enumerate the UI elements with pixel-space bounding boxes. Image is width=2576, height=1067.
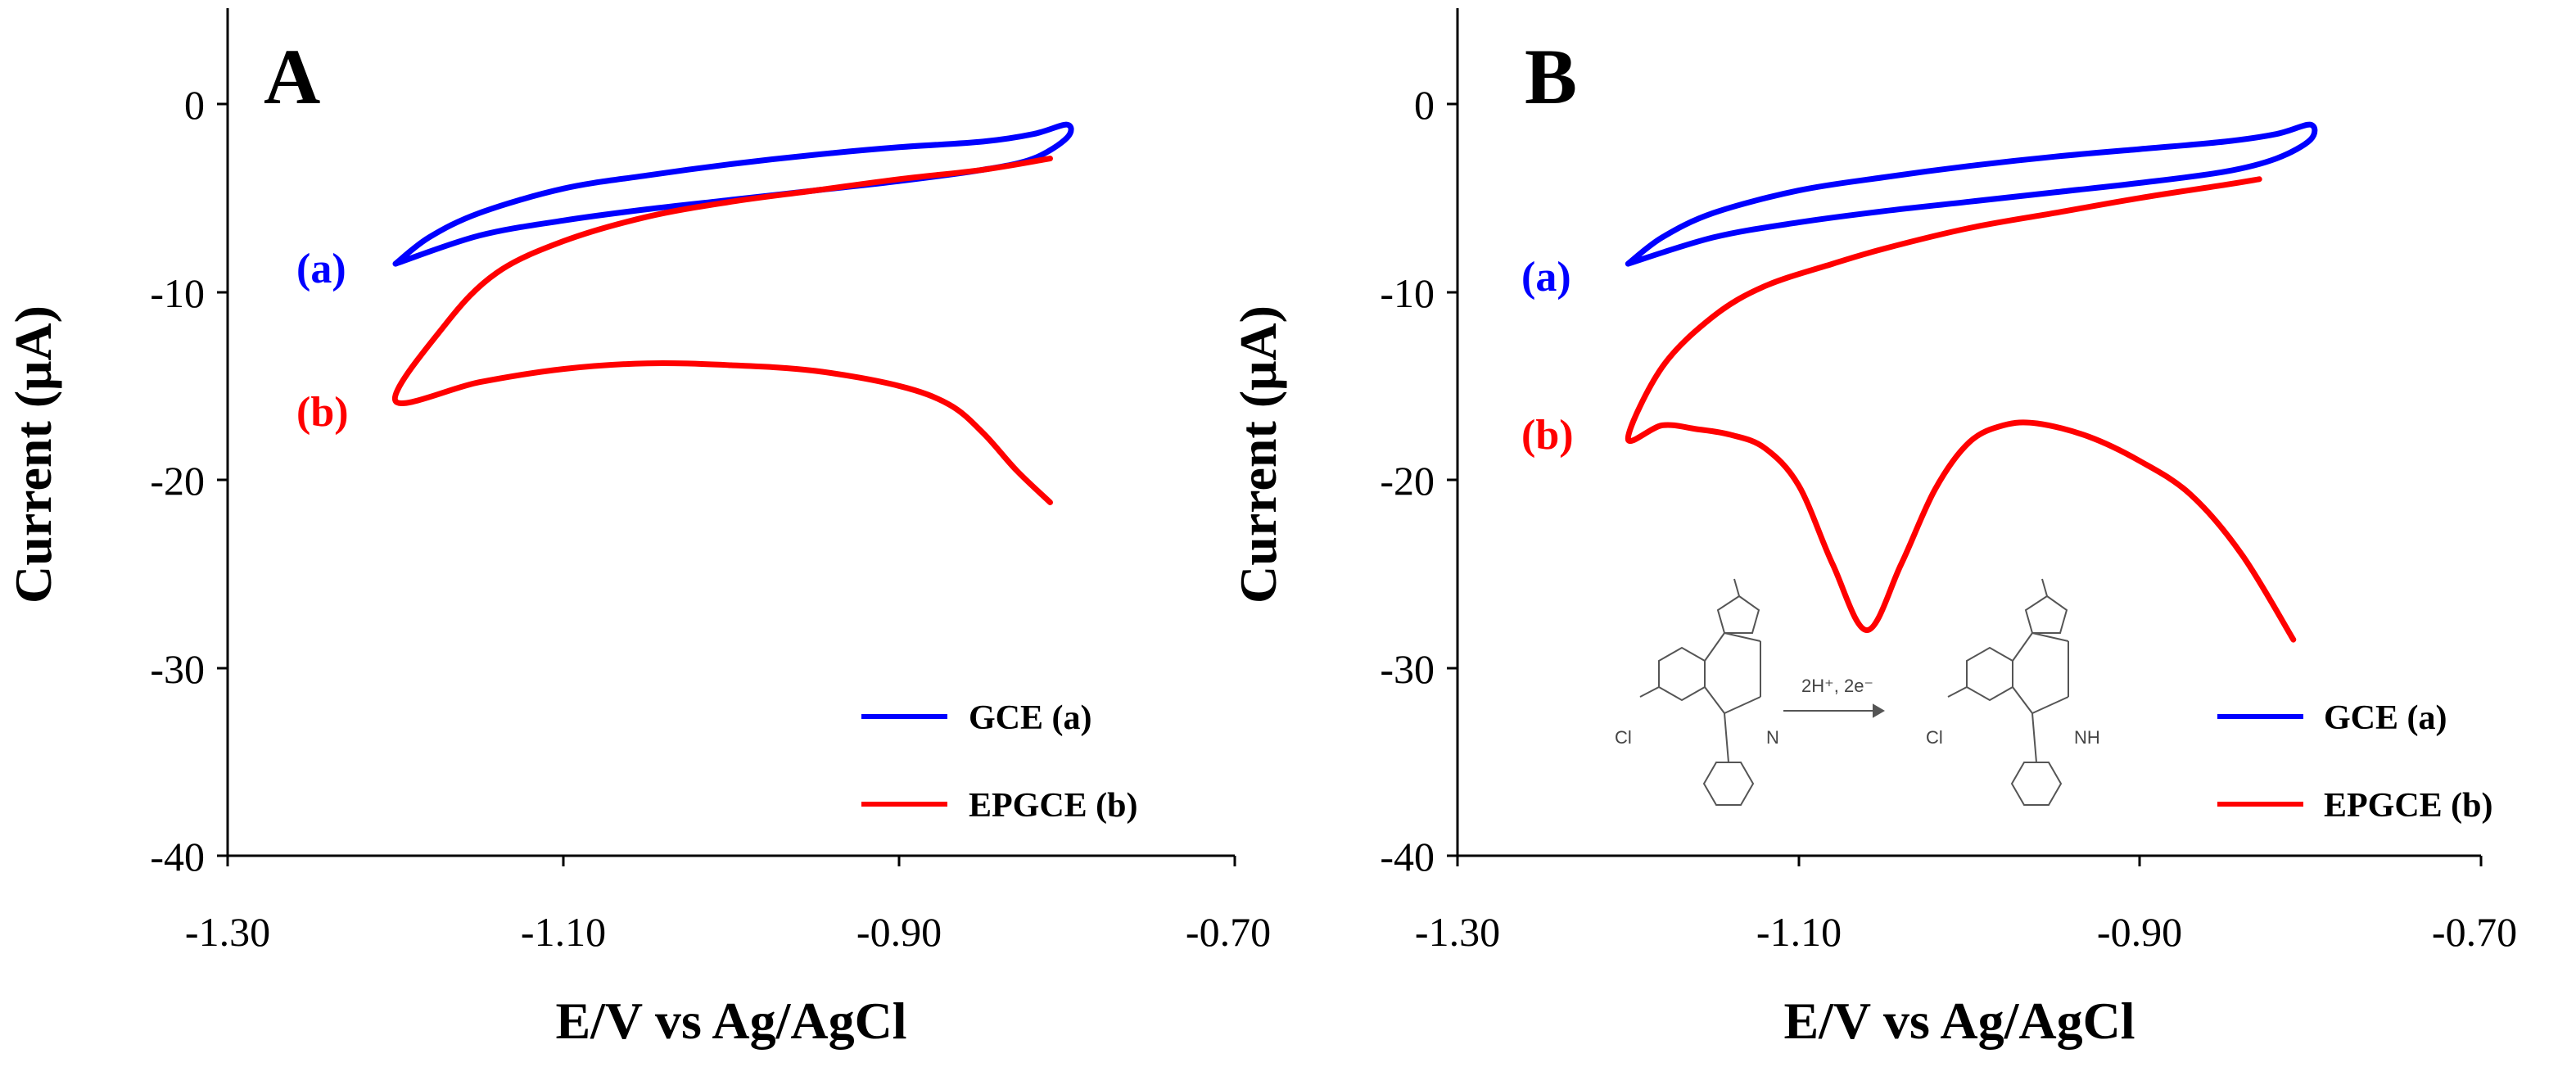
series-lines bbox=[1625, 121, 2318, 643]
reaction-reagents: 2H⁺, 2e⁻ bbox=[1801, 676, 1873, 696]
legend: GCE (a) EPGCE (b) bbox=[2217, 699, 2493, 825]
series-label-a: (a) bbox=[296, 246, 346, 292]
x-ticks: -1.30 -1.10 -0.90 -0.70 bbox=[185, 856, 1271, 955]
y-axis-title: Current (μA) bbox=[1229, 305, 1287, 604]
panel-b: B 0 -10 -20 -30 -40 -1.30 -1.10 -0.90 -0… bbox=[1229, 8, 2517, 1050]
series-line-epgce bbox=[1625, 176, 2297, 643]
y-tick-label: -40 bbox=[150, 834, 205, 879]
legend-label-gce: GCE (a) bbox=[2324, 699, 2447, 737]
legend-label-epgce: EPGCE (b) bbox=[2324, 787, 2493, 825]
y-tick-label: -20 bbox=[150, 458, 205, 504]
y-tick-label: -10 bbox=[1380, 270, 1435, 316]
reactant-structure bbox=[1639, 578, 1761, 806]
x-tick-label: -0.70 bbox=[1186, 909, 1271, 955]
y-tick-label: -30 bbox=[150, 646, 205, 692]
x-tick-label: -0.90 bbox=[2097, 909, 2182, 955]
y-tick-label: 0 bbox=[184, 82, 205, 128]
series-line-gce bbox=[392, 121, 1074, 267]
reaction-scheme: 2H⁺, 2e⁻ Cl Cl N NH bbox=[1615, 578, 2100, 806]
series-lines bbox=[391, 121, 1074, 505]
reactant-imine: N bbox=[1766, 727, 1779, 748]
reaction-arrow bbox=[1783, 703, 1885, 718]
x-tick-label: -0.90 bbox=[856, 909, 942, 955]
series-line-gce bbox=[1625, 121, 2318, 267]
y-ticks: 0 -10 -20 -30 -40 bbox=[1380, 82, 1457, 879]
x-tick-label: -1.10 bbox=[521, 909, 606, 955]
y-tick-label: 0 bbox=[1414, 82, 1435, 128]
y-tick-label: -30 bbox=[1380, 646, 1435, 692]
x-ticks: -1.30 -1.10 -0.90 -0.70 bbox=[1415, 856, 2517, 955]
x-axis-title: E/V vs Ag/AgCl bbox=[1783, 992, 2135, 1050]
x-tick-label: -0.70 bbox=[2432, 909, 2517, 955]
legend-label-epgce: EPGCE (b) bbox=[969, 787, 1138, 825]
series-label-a: (a) bbox=[1521, 254, 1571, 301]
x-tick-label: -1.10 bbox=[1756, 909, 1842, 955]
series-label-b: (b) bbox=[1521, 412, 1574, 459]
product-structure bbox=[1947, 578, 2069, 806]
y-tick-label: -20 bbox=[1380, 458, 1435, 504]
y-tick-label: -10 bbox=[150, 270, 205, 316]
y-tick-label: -40 bbox=[1380, 834, 1435, 879]
series-line-epgce bbox=[391, 156, 1053, 505]
legend: GCE (a) EPGCE (b) bbox=[861, 699, 1138, 825]
x-tick-label: -1.30 bbox=[185, 909, 270, 955]
x-axis-title: E/V vs Ag/AgCl bbox=[555, 992, 906, 1050]
panel-label: A bbox=[264, 33, 320, 120]
panel-label: B bbox=[1525, 33, 1577, 120]
panel-a: A 0 -10 -20 -30 -40 -1.30 -1.10 -0.90 -0… bbox=[4, 8, 1271, 1050]
x-tick-label: -1.30 bbox=[1415, 909, 1500, 955]
y-axis-title: Current (μA) bbox=[4, 305, 62, 604]
legend-label-gce: GCE (a) bbox=[969, 699, 1092, 737]
product-amine: NH bbox=[2074, 727, 2100, 748]
reactant-substituent: Cl bbox=[1615, 727, 1632, 748]
y-ticks: 0 -10 -20 -30 -40 bbox=[150, 82, 228, 879]
product-substituent: Cl bbox=[1926, 727, 1943, 748]
series-label-b: (b) bbox=[296, 389, 349, 436]
